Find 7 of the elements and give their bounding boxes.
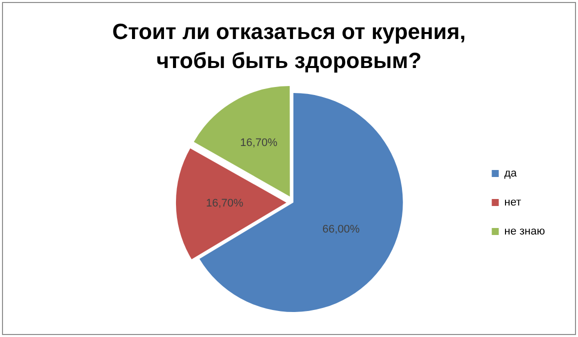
- data-label: 66,00%: [322, 224, 360, 236]
- chart-title: Стоит ли отказаться от курения, чтобы быть здоровым?: [111, 18, 467, 75]
- data-label: 16,70%: [206, 197, 244, 210]
- legend-label: не знаю: [504, 226, 545, 238]
- data-label: 16,70%: [240, 137, 278, 150]
- legend-label: да: [504, 168, 518, 180]
- legend-label: нет: [504, 196, 522, 209]
